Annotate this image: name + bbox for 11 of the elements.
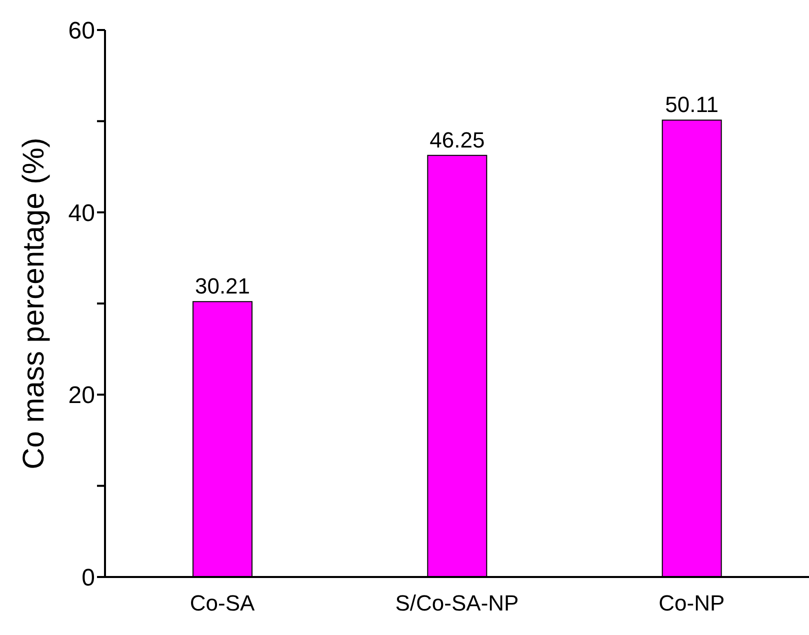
y-axis-title: Co mass percentage (%)	[18, 138, 50, 470]
x-tick-label: Co-SA	[190, 590, 256, 616]
y-tick-label: 60	[68, 18, 95, 45]
data-label: 50.11	[665, 92, 719, 118]
x-tick-label: S/Co-SA-NP	[395, 590, 519, 616]
x-tick-label: Co-NP	[658, 590, 725, 616]
y-tick-label: 20	[68, 382, 95, 410]
y-tick-label: 0	[82, 564, 95, 592]
data-label: 46.25	[430, 127, 485, 152]
y-tick-label: 40	[68, 200, 95, 227]
data-label: 30.21	[194, 274, 250, 299]
